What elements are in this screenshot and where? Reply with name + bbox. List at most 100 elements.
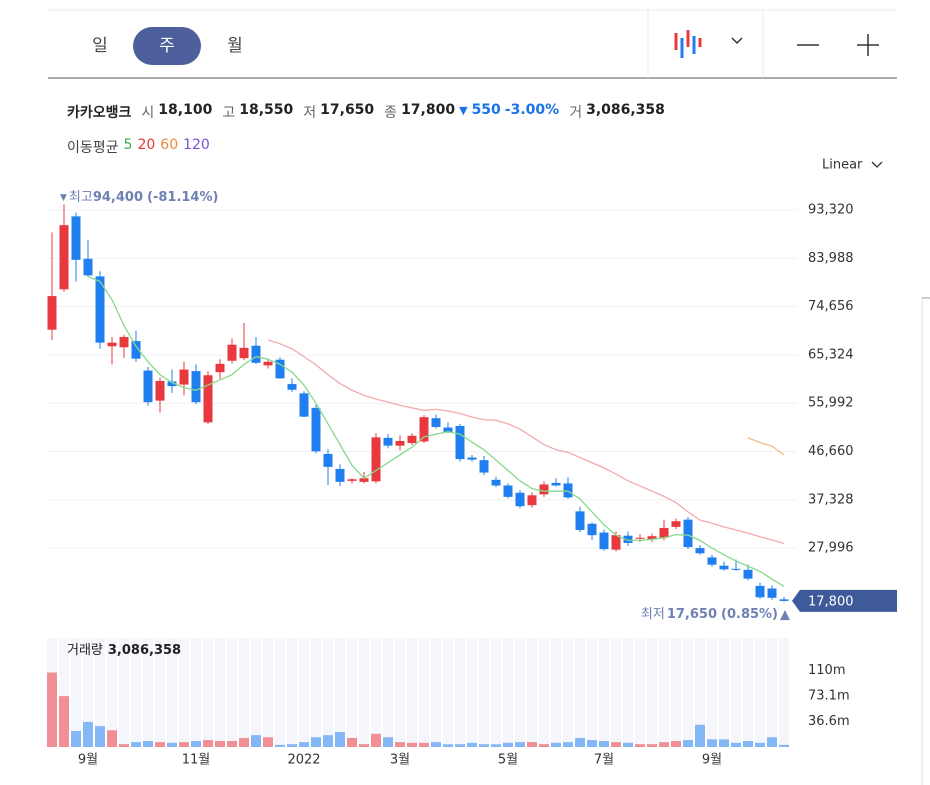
tab[interactable]: 월	[227, 36, 243, 56]
volume-bar	[563, 742, 573, 747]
chevron	[731, 37, 743, 45]
candle-body	[191, 371, 201, 403]
ma-line	[87, 275, 785, 587]
volume-slot	[179, 638, 189, 747]
candle-body	[755, 585, 765, 598]
volume-slot	[83, 638, 93, 747]
volume-slot	[587, 638, 597, 747]
marker-label: 최저	[641, 607, 665, 622]
candle-body	[251, 345, 261, 363]
title-value: 3,086,358	[108, 643, 181, 658]
ma-legend: 이동평균 5 20 60 120	[67, 137, 210, 157]
y-tick-label: 93,320	[808, 203, 854, 218]
volume-bar	[515, 742, 525, 747]
volume-bar	[623, 742, 633, 747]
x-tick-label: 2022	[287, 753, 320, 768]
volume-slot	[239, 638, 249, 747]
ma-period: 20	[137, 137, 156, 153]
candle-body	[83, 258, 93, 276]
volume-bar	[383, 737, 393, 747]
volume-bar	[131, 742, 141, 747]
volume-bar	[323, 735, 333, 747]
volume-bar	[179, 742, 189, 747]
candle-body	[203, 375, 213, 423]
field-value: 17,650	[320, 102, 375, 118]
volume-slot	[359, 638, 369, 747]
change-arrow: ▼	[459, 104, 468, 117]
candle-body	[167, 381, 177, 387]
ma-period: 60	[160, 137, 179, 153]
candle-body	[347, 479, 357, 481]
volume-bar	[599, 741, 609, 747]
volume-bar	[143, 741, 153, 747]
volume-slot	[527, 638, 537, 747]
volume-slot	[719, 638, 729, 747]
y-tick-label: 65,324	[808, 347, 854, 362]
volume-slot	[95, 638, 105, 747]
volume: 3,086,358	[586, 102, 665, 118]
y-tick-label: 36.6m	[808, 714, 850, 729]
marker-symbol: ▼	[60, 193, 67, 203]
x-tick-label: 5월	[498, 753, 518, 768]
quote: 카카오뱅크 시 18,100 고 18,550 저 17,650 종 17,800 ▼ 5…	[67, 102, 665, 122]
candle-body	[467, 457, 477, 460]
volume-slot	[611, 638, 621, 747]
volume-bar	[731, 742, 741, 747]
candle-body	[731, 568, 741, 570]
field-label: 저	[303, 105, 317, 121]
volume-bar	[347, 737, 357, 747]
volume-slot	[647, 638, 657, 747]
tab[interactable]: 일	[92, 36, 108, 56]
y-tick-label: 74,656	[808, 299, 854, 314]
candle-body	[371, 437, 381, 482]
volume-slot	[119, 638, 129, 747]
volume-bar	[191, 741, 201, 747]
volume-slot	[311, 638, 321, 747]
volume-slot	[479, 638, 489, 747]
chart-type-button[interactable]	[674, 30, 743, 58]
scale-menu[interactable]: Linear	[822, 158, 863, 173]
candle-body	[107, 342, 117, 347]
volume-slot	[371, 638, 381, 747]
volume-bar	[371, 733, 381, 747]
candle-body	[47, 296, 57, 330]
volume-bar	[419, 742, 429, 747]
candle-body	[299, 393, 309, 417]
candle-body	[383, 437, 393, 446]
ma-period: 120	[183, 137, 210, 153]
volume-slot	[443, 638, 453, 747]
marker-change: (0.85%)	[721, 607, 778, 622]
candle-body	[455, 425, 465, 460]
volume-bar	[227, 741, 237, 747]
volume-bar	[443, 744, 453, 747]
marker-value: 17,650	[667, 607, 717, 622]
candle-body	[563, 483, 573, 498]
candle-body	[143, 370, 153, 403]
volume-slot	[491, 638, 501, 747]
volume-bar	[107, 730, 117, 747]
candle-body	[443, 427, 453, 433]
candle-body	[671, 521, 681, 527]
volume-slot	[515, 638, 525, 747]
candle-body	[527, 495, 537, 506]
volume-bar	[707, 739, 717, 747]
candle-body	[575, 511, 585, 531]
tab-selected[interactable]: 주	[133, 27, 201, 65]
volume-bar	[755, 742, 765, 747]
x-tick-label: 9월	[78, 753, 98, 768]
volume-bar	[263, 737, 273, 747]
volume-slot	[539, 638, 549, 747]
last-price-tag	[792, 589, 897, 612]
volume-bar	[335, 732, 345, 747]
volume-bar	[539, 744, 549, 747]
volume-bar	[239, 737, 249, 747]
volume-slot	[575, 638, 585, 747]
volume-bar	[479, 744, 489, 747]
volume-bar	[719, 739, 729, 747]
volume-bar	[407, 742, 417, 747]
ma-line	[267, 339, 785, 545]
volume-slot	[635, 638, 645, 747]
ma-line	[747, 437, 785, 456]
zoom-in-button[interactable]	[857, 34, 879, 56]
